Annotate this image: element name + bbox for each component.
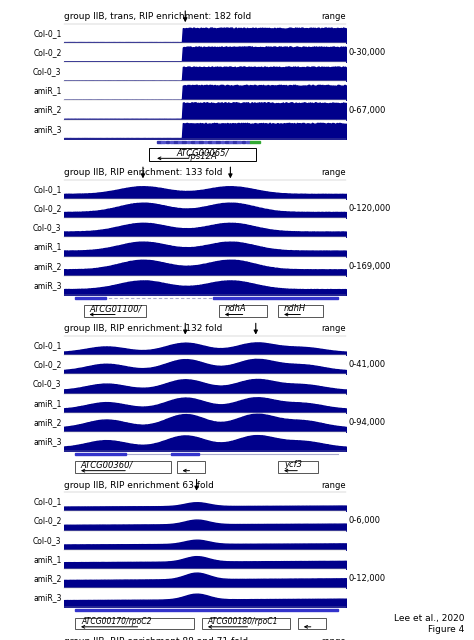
Text: Col-0_2: Col-0_2 — [33, 48, 62, 57]
Bar — [278, 461, 318, 473]
Bar — [187, 141, 191, 143]
Bar — [191, 141, 195, 143]
Text: Col-0_3: Col-0_3 — [33, 536, 62, 545]
Text: rps12A: rps12A — [187, 152, 217, 161]
Text: Col-0_3: Col-0_3 — [33, 380, 62, 388]
Bar — [212, 141, 216, 143]
Bar — [216, 141, 220, 143]
Text: 0-30,000: 0-30,000 — [348, 48, 386, 57]
Text: amiR_1: amiR_1 — [33, 555, 62, 564]
Text: 0-67,000: 0-67,000 — [348, 106, 386, 115]
Text: Col-0_1: Col-0_1 — [33, 185, 62, 194]
Bar — [75, 297, 106, 299]
Text: group IIB, RIP enrichment 63 fold: group IIB, RIP enrichment 63 fold — [64, 481, 214, 490]
Bar — [75, 609, 337, 611]
Bar — [200, 141, 203, 143]
Text: Lee et al., 2020
Figure 4: Lee et al., 2020 Figure 4 — [394, 614, 465, 634]
Text: amiR_2: amiR_2 — [33, 418, 62, 427]
Text: amiR_2: amiR_2 — [33, 106, 62, 115]
Bar — [208, 141, 211, 143]
Text: Col-0_3: Col-0_3 — [33, 67, 62, 76]
Bar — [195, 141, 199, 143]
Bar — [182, 141, 186, 143]
Bar — [75, 461, 171, 473]
Text: ATCG00170/rpoC2: ATCG00170/rpoC2 — [81, 616, 151, 625]
Text: ATCG01100/: ATCG01100/ — [90, 304, 142, 313]
Text: ndhA: ndhA — [225, 304, 246, 313]
Bar — [148, 148, 256, 161]
Bar — [174, 141, 178, 143]
Text: 0-6,000: 0-6,000 — [348, 516, 381, 525]
Text: range: range — [321, 637, 346, 640]
Text: 0-94,000: 0-94,000 — [348, 418, 385, 427]
Text: group IIB, RIP enrichment: 133 fold: group IIB, RIP enrichment: 133 fold — [64, 168, 222, 177]
Text: ATCG00065/: ATCG00065/ — [176, 148, 228, 157]
Bar — [177, 461, 205, 473]
Bar — [225, 141, 228, 143]
Text: amiR_1: amiR_1 — [33, 399, 62, 408]
Text: amiR_2: amiR_2 — [33, 262, 62, 271]
Bar — [298, 618, 326, 629]
Bar — [75, 618, 194, 629]
Text: 0-169,000: 0-169,000 — [348, 262, 391, 271]
Bar — [161, 141, 165, 143]
Bar — [237, 141, 241, 143]
Bar — [250, 141, 260, 143]
Text: ATCG00180/rpoC1: ATCG00180/rpoC1 — [208, 616, 278, 625]
Text: 0-41,000: 0-41,000 — [348, 360, 385, 369]
Bar — [220, 141, 224, 143]
Text: amiR_3: amiR_3 — [33, 593, 62, 602]
Text: ATCG00360/: ATCG00360/ — [81, 460, 133, 469]
Text: Col-0_2: Col-0_2 — [33, 360, 62, 369]
Text: group IIB, trans, RIP enrichment: 182 fold: group IIB, trans, RIP enrichment: 182 fo… — [64, 12, 251, 21]
Bar — [178, 141, 182, 143]
Bar — [242, 141, 246, 143]
Bar — [84, 305, 146, 317]
Bar — [233, 141, 237, 143]
Bar — [165, 141, 169, 143]
Bar — [157, 141, 161, 143]
Text: Col-0_2: Col-0_2 — [33, 204, 62, 213]
Bar — [219, 305, 267, 317]
Text: Col-0_1: Col-0_1 — [33, 29, 62, 38]
Bar — [202, 618, 290, 629]
Text: 0-120,000: 0-120,000 — [348, 204, 391, 213]
Text: range: range — [321, 168, 346, 177]
Bar — [170, 141, 173, 143]
Bar — [278, 305, 323, 317]
Text: ycf3: ycf3 — [284, 460, 302, 469]
Text: amiR_3: amiR_3 — [33, 281, 62, 290]
Text: group IIB, RIP enrichment: 132 fold: group IIB, RIP enrichment: 132 fold — [64, 324, 222, 333]
Bar — [171, 453, 200, 455]
Text: range: range — [321, 324, 346, 333]
Text: amiR_2: amiR_2 — [33, 574, 62, 583]
Text: range: range — [321, 12, 346, 21]
Text: Col-0_2: Col-0_2 — [33, 516, 62, 525]
Text: amiR_3: amiR_3 — [33, 437, 62, 446]
Bar — [75, 453, 126, 455]
Text: Col-0_3: Col-0_3 — [33, 223, 62, 232]
Bar — [213, 297, 337, 299]
Bar — [246, 141, 250, 143]
Bar — [229, 141, 233, 143]
Text: group IIB, RIP enrichment 88 and 71 fold: group IIB, RIP enrichment 88 and 71 fold — [64, 637, 248, 640]
Bar — [204, 141, 208, 143]
Text: amiR_1: amiR_1 — [33, 86, 62, 95]
Text: range: range — [321, 481, 346, 490]
Text: ndhH: ndhH — [284, 304, 306, 313]
Text: amiR_1: amiR_1 — [33, 243, 62, 252]
Text: Col-0_1: Col-0_1 — [33, 341, 62, 350]
Text: 0-12,000: 0-12,000 — [348, 574, 385, 583]
Text: amiR_3: amiR_3 — [33, 125, 62, 134]
Text: Col-0_1: Col-0_1 — [33, 497, 62, 506]
